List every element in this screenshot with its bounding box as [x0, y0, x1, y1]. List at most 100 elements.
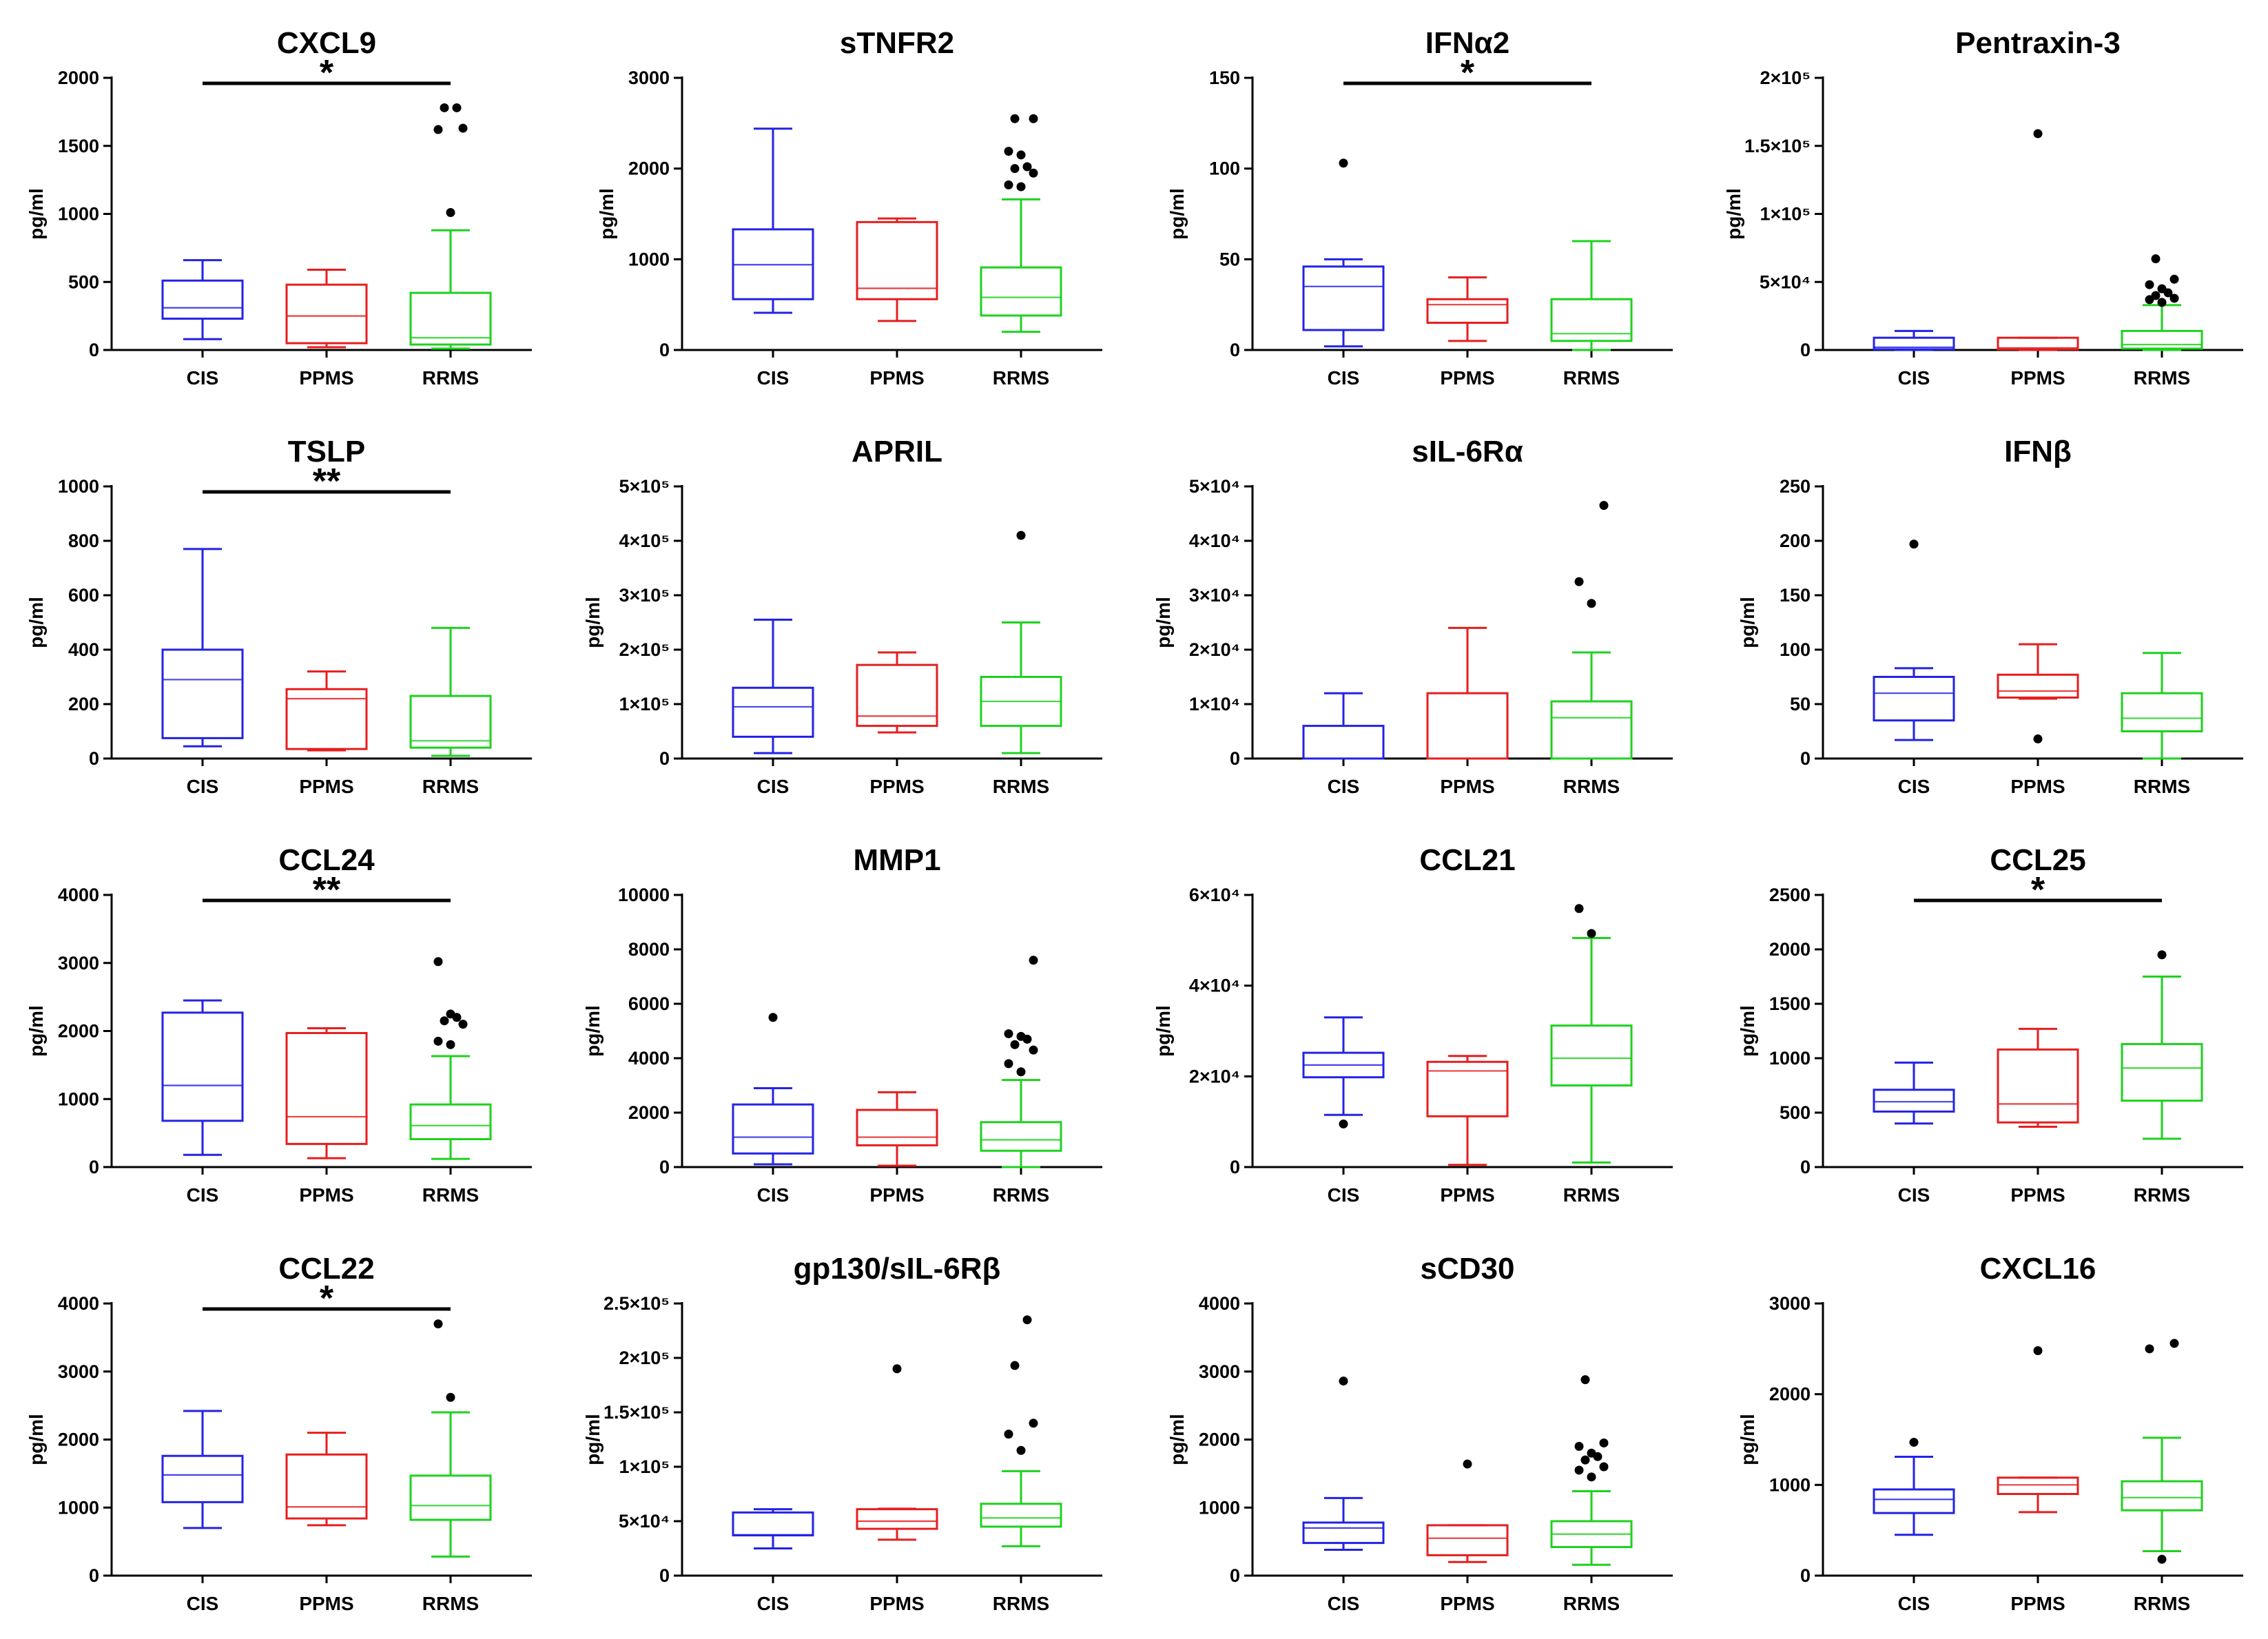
- category-label: PPMS: [1440, 367, 1494, 389]
- outlier-point: [433, 1036, 443, 1046]
- y-tick-label: 800: [68, 530, 99, 551]
- outlier-point: [1580, 1375, 1590, 1385]
- outlier-point: [433, 1319, 443, 1329]
- chart-title: CXCL9: [277, 26, 376, 60]
- category-label: RRMS: [1563, 1184, 1620, 1206]
- panel-cxcl16: CXCL16 pg/ml 0 1000 2000 3000 CIS PPMS RRMS: [1737, 1252, 2243, 1614]
- y-tick-label: 0: [659, 340, 670, 360]
- outlier-point: [1909, 1437, 1919, 1447]
- y-tick-label: 3000: [58, 1361, 99, 1382]
- iqr-box: [856, 1109, 938, 1146]
- box-ppms: [1997, 1346, 2079, 1514]
- iqr-box: [1873, 1089, 1955, 1113]
- iqr-box: [409, 291, 492, 346]
- category-label: PPMS: [1440, 776, 1494, 797]
- y-tick-label: 6000: [628, 993, 670, 1014]
- y-axis-label: pg/ml: [1737, 1005, 1758, 1057]
- box-ppms: [856, 1364, 938, 1541]
- box-rrms: [980, 530, 1062, 754]
- iqr-box: [856, 220, 938, 300]
- category-label: PPMS: [2010, 367, 2065, 389]
- outlier-point: [1004, 1029, 1013, 1038]
- y-axis-label: pg/ml: [582, 1005, 604, 1057]
- outlier-point: [433, 125, 443, 134]
- panel-ccl21: CCL21 pg/ml 0 2×10⁴ 4×10⁴ 6×10⁴ CIS PPMS RRMS: [1153, 843, 1673, 1206]
- box-rrms: [1550, 501, 1633, 760]
- y-tick-label: 0: [1230, 1157, 1240, 1177]
- chart-title: sTNFR2: [840, 26, 954, 60]
- outlier-point: [1010, 1040, 1020, 1049]
- outlier-point: [1599, 1462, 1609, 1472]
- iqr-box: [1873, 676, 1955, 722]
- panel-tslp: TSLP pg/ml 0 200 400 600 800 1000 CIS PPMS RRMS **: [25, 435, 532, 797]
- y-tick-label: 0: [1800, 1157, 1811, 1177]
- y-tick-label: 250: [1780, 476, 1811, 497]
- box-ppms: [285, 670, 368, 752]
- box-cis: [1302, 692, 1385, 760]
- outlier-point: [1339, 1377, 1348, 1386]
- y-tick-label: 1000: [1769, 1048, 1811, 1069]
- category-label: CIS: [757, 1184, 790, 1206]
- outlier-point: [1599, 1438, 1609, 1447]
- outlier-point: [1022, 162, 1032, 172]
- panel-mmp1: MMP1 pg/ml 0 2000 4000 6000 8000 10000 CIS PPMS RR…: [582, 843, 1102, 1206]
- panel-ifn-: IFNβ pg/ml 0 50 100 150 200 250 CIS PPMS RRMS: [1737, 435, 2243, 797]
- box-rrms: [409, 957, 492, 1160]
- category-label: PPMS: [869, 776, 924, 797]
- iqr-box: [856, 663, 938, 728]
- outlier-point: [2145, 1344, 2154, 1354]
- outlier-point: [1587, 1472, 1596, 1482]
- category-label: RRMS: [2134, 776, 2190, 797]
- outlier-point: [1574, 1465, 1584, 1475]
- chart-title: APRIL: [852, 435, 942, 468]
- chart-title: IFNβ: [2004, 435, 2072, 468]
- box-rrms: [409, 626, 492, 757]
- y-axis-label: pg/ml: [1166, 188, 1188, 240]
- outlier-point: [2157, 950, 2167, 960]
- box-cis: [732, 619, 814, 754]
- chart-title: CCL21: [1419, 843, 1515, 877]
- iqr-box: [161, 1454, 244, 1503]
- y-axis-label: pg/ml: [25, 597, 47, 648]
- outlier-point: [1029, 956, 1038, 965]
- chart-title: sCD30: [1421, 1252, 1515, 1286]
- y-tick-label: 2000: [58, 68, 99, 88]
- outlier-point: [2157, 298, 2167, 307]
- outlier-point: [1004, 180, 1013, 189]
- y-tick-label: 1000: [1199, 1497, 1240, 1518]
- y-tick-label: 1×10⁵: [1760, 204, 1811, 225]
- y-tick-label: 3000: [628, 68, 670, 88]
- box-rrms: [409, 1319, 492, 1558]
- outlier-point: [1010, 164, 1020, 174]
- outlier-point: [2169, 1339, 2179, 1348]
- y-tick-label: 0: [1230, 1565, 1240, 1586]
- y-tick-label: 100: [1780, 639, 1811, 660]
- box-ppms: [856, 651, 938, 734]
- y-tick-label: 1×10⁵: [619, 1456, 670, 1477]
- y-tick-label: 600: [68, 585, 99, 606]
- y-tick-label: 10000: [618, 885, 670, 905]
- panel-sil-6r-: sIL-6Rα pg/ml 0 1×10⁴ 2×10⁴ 3×10⁴ 4×10⁴ 5×10⁴ CI…: [1153, 435, 1673, 797]
- outlier-point: [1029, 168, 1038, 178]
- box-cis: [1302, 158, 1385, 348]
- y-tick-label: 0: [1800, 340, 1811, 360]
- y-tick-label: 2000: [1769, 1384, 1811, 1405]
- y-tick-label: 4×10⁴: [1189, 530, 1240, 551]
- y-tick-label: 0: [1800, 1565, 1811, 1586]
- y-tick-label: 0: [659, 1157, 670, 1177]
- category-label: RRMS: [993, 776, 1049, 797]
- panel-ccl22: CCL22 pg/ml 0 1000 2000 3000 4000 CIS PPMS RRMS *: [25, 1252, 532, 1614]
- category-label: RRMS: [2134, 1184, 2190, 1206]
- chart-title: MMP1: [853, 843, 940, 877]
- outlier-point: [1029, 114, 1038, 123]
- outlier-point: [1004, 1430, 1013, 1439]
- iqr-box: [1302, 725, 1385, 760]
- y-tick-label: 0: [1230, 748, 1240, 769]
- outlier-point: [2169, 274, 2179, 284]
- category-label: PPMS: [2010, 776, 2065, 797]
- outlier-point: [433, 957, 443, 967]
- outlier-point: [1010, 114, 1020, 123]
- outlier-point: [446, 1040, 455, 1049]
- y-axis-label: pg/ml: [1166, 1414, 1188, 1465]
